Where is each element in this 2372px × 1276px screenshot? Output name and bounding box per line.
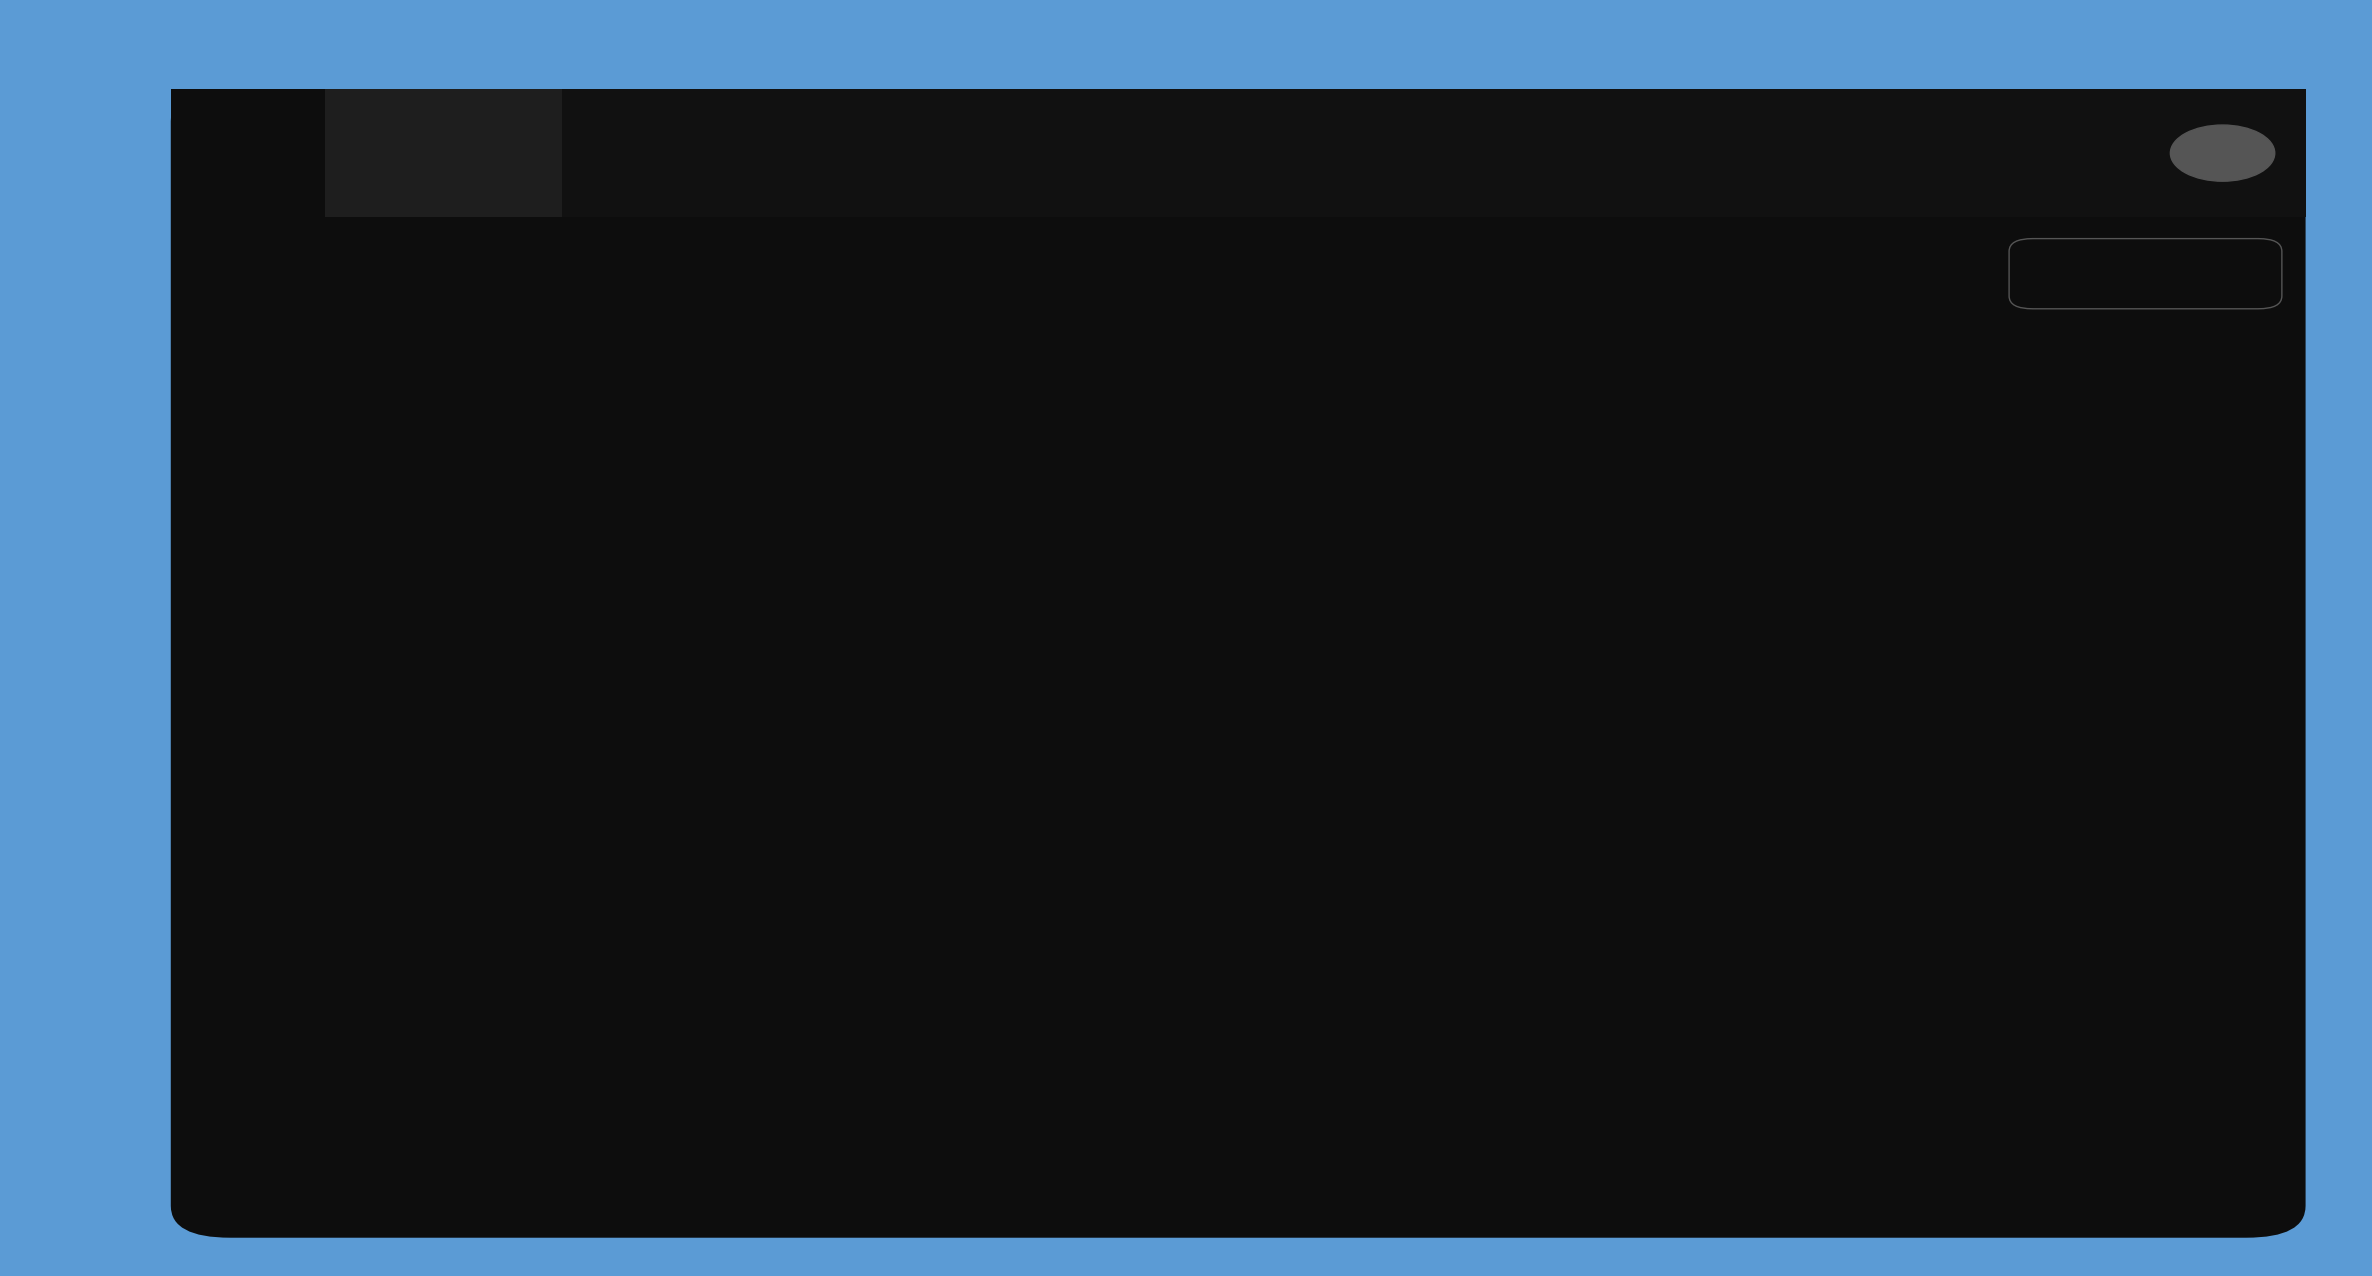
Text: Timeline: Timeline — [1260, 144, 1335, 162]
Text: Goals: Goals — [1082, 144, 1134, 162]
Text: Collect: Collect — [1445, 144, 1506, 162]
Text: Attrition: Attrition — [1146, 255, 1331, 293]
Text: 0.4x: 0.4x — [885, 1025, 925, 1044]
Text: 0x: 0x — [1644, 1091, 1668, 1110]
Text: Involuntary Attrition by Department: Involuntary Attrition by Department — [285, 493, 584, 510]
Bar — [1184, 753, 1378, 1123]
Text: Dashboards: Dashboards — [389, 144, 498, 162]
Text: ☽: ☽ — [2059, 144, 2078, 162]
Text: ‹  Back: ‹ Back — [254, 265, 315, 283]
Bar — [432, 665, 626, 1123]
Text: Self-ID: Self-ID — [901, 144, 958, 162]
Text: 2.6x: 2.6x — [508, 638, 550, 656]
Bar — [806, 1053, 1003, 1123]
Text: ü: ü — [237, 139, 259, 167]
Text: 0.8x: 0.8x — [2011, 954, 2054, 974]
Bar — [1936, 983, 2130, 1123]
Text: 2.1x: 2.1x — [1260, 726, 1302, 744]
Text: 🔔: 🔔 — [2135, 144, 2144, 162]
Text: Admin: Admin — [1625, 144, 1682, 162]
Text: Explore: Explore — [707, 144, 773, 162]
Text: Dashboard actions  ▾: Dashboard actions ▾ — [2064, 267, 2225, 282]
